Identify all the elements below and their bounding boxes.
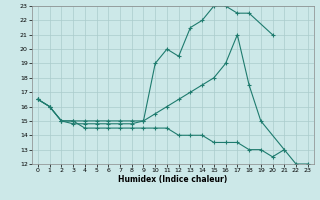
X-axis label: Humidex (Indice chaleur): Humidex (Indice chaleur) bbox=[118, 175, 228, 184]
